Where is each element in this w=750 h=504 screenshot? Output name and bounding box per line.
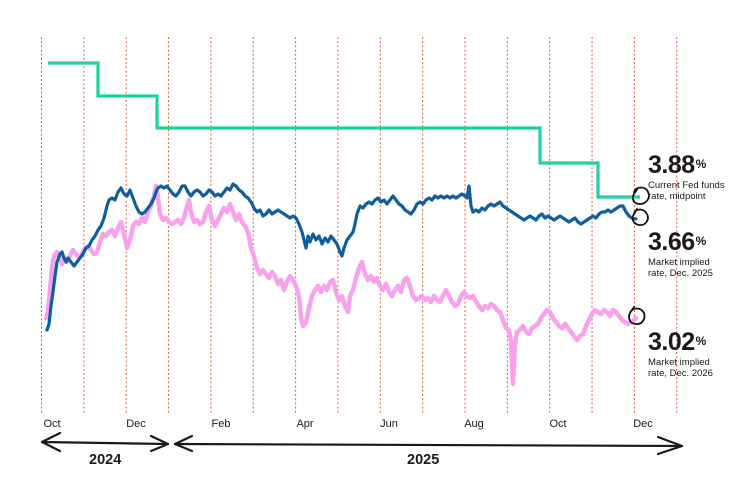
dec2025-rate-callout: 3.66% Market implied rate, Dec. 2025 bbox=[648, 229, 713, 279]
arrow-2024-shaft bbox=[40, 440, 170, 446]
x-tick-label: Dec bbox=[633, 418, 653, 430]
arrow-left-head-icon bbox=[173, 434, 194, 453]
x-tick-label: Apr bbox=[296, 418, 314, 430]
fed-rate-label: Current Fed funds rate, midpoint bbox=[648, 180, 725, 202]
end-markers bbox=[628, 186, 650, 326]
year-label-2024: 2024 bbox=[89, 452, 122, 468]
dec2025-rate-value: 3.66% bbox=[648, 228, 706, 256]
x-tick-label: Dec bbox=[126, 418, 146, 430]
dec2026-rate-value: 3.02% bbox=[648, 328, 706, 356]
dec2026-end-circle-icon bbox=[628, 306, 646, 326]
dec-2026-market-line bbox=[43, 183, 639, 387]
x-tick-label: Jun bbox=[380, 418, 398, 430]
dec2025-end-circle-icon bbox=[631, 208, 649, 226]
dec-2025-market-line bbox=[45, 182, 638, 332]
year-arrows bbox=[40, 431, 684, 456]
dec2025-rate-label: Market implied rate, Dec. 2025 bbox=[648, 257, 713, 279]
x-tick-label: Oct bbox=[549, 418, 567, 430]
x-tick-label: Feb bbox=[211, 418, 231, 430]
arrow-right-head-icon bbox=[656, 435, 684, 456]
fed-rate-value: 3.88% bbox=[648, 151, 706, 179]
x-tick-label: Aug bbox=[464, 418, 484, 430]
arrow-left-head-icon bbox=[40, 431, 62, 453]
fed-end-circle-icon bbox=[631, 186, 650, 205]
fed-funds-step-line bbox=[48, 61, 640, 199]
arrow-right-head-icon bbox=[149, 434, 170, 453]
dec2026-rate-callout: 3.02% Market implied rate, Dec. 2026 bbox=[648, 329, 713, 379]
year-label-2025: 2025 bbox=[407, 452, 440, 468]
dec2026-rate-label: Market implied rate, Dec. 2026 bbox=[648, 357, 713, 379]
x-tick-label: Oct bbox=[43, 418, 61, 430]
arrow-2025-shaft bbox=[173, 442, 684, 448]
fed-rate-callout: 3.88% Current Fed funds rate, midpoint bbox=[648, 152, 725, 202]
